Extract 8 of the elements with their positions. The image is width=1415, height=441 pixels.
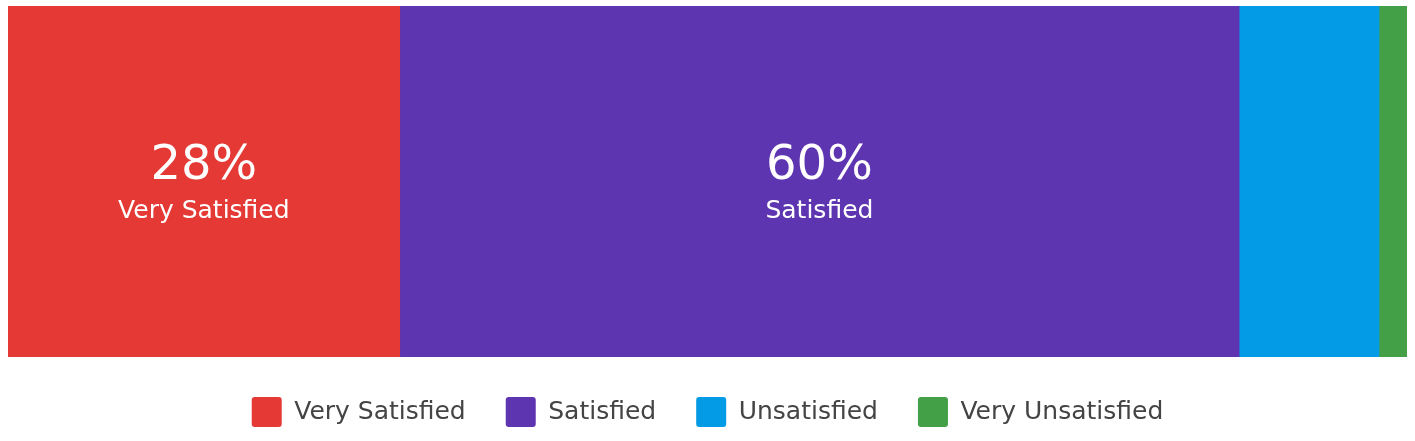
- text: Satisfied: [765, 194, 874, 224]
- legend-label: Unsatisfied: [738, 395, 878, 425]
- legend-label: Satisfied: [548, 395, 657, 425]
- legend-label: Very Satisfied: [294, 395, 466, 425]
- text: Very Satisfied: [118, 194, 290, 224]
- legend-label: Very Unsatisfied: [960, 395, 1164, 425]
- data-label: 60%: [766, 133, 873, 190]
- data-label: 28%: [150, 133, 258, 190]
